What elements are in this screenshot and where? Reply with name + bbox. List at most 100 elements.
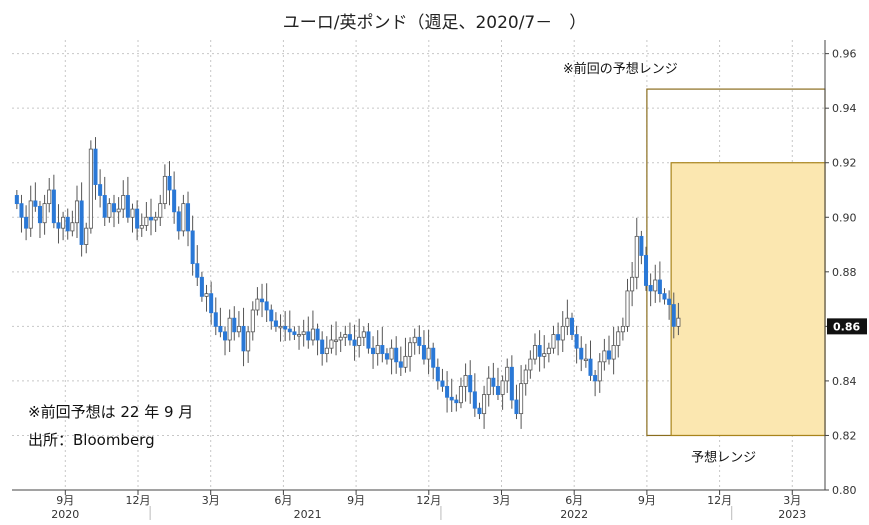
candle-body [426, 347, 431, 360]
candle-body [135, 208, 140, 229]
candle-body [190, 230, 195, 265]
candle-body [162, 175, 167, 205]
candle-body [121, 195, 126, 210]
candle-body [88, 148, 93, 229]
candle-body [260, 298, 265, 303]
candle-body [565, 317, 570, 327]
candle-body [472, 391, 477, 409]
x-tick-label: 3月 [492, 494, 510, 507]
candle-body [579, 347, 584, 360]
candle-body [213, 312, 218, 327]
candle-body [657, 279, 662, 295]
candle-body [463, 375, 468, 387]
year-label: 2020 [51, 508, 79, 521]
candle-body [398, 361, 403, 368]
y-tick-label: 0.96 [832, 48, 857, 61]
candle-body [306, 331, 311, 341]
candle-body [56, 222, 61, 229]
candle-body [292, 331, 297, 335]
candle-body [662, 293, 667, 300]
candle-body [320, 339, 325, 355]
candle-body [51, 189, 56, 224]
candle-body [287, 328, 292, 333]
y-tick-label: 0.82 [832, 429, 857, 442]
candle-body [116, 208, 121, 213]
candle-body [98, 184, 103, 196]
candle-body [176, 211, 181, 232]
candle-body [445, 385, 450, 398]
candle-body [273, 320, 278, 327]
candle-body [431, 347, 436, 368]
candle-body [347, 334, 352, 341]
axes: 0.80 0.82 0.84 0.86 0.88 0.90 0.92 0.94 0.96 9月 12… [12, 40, 867, 521]
candle-body [33, 200, 38, 207]
candle-body [250, 309, 255, 333]
candle-body [616, 331, 621, 346]
candle-body [42, 203, 47, 224]
x-tick-label: 12月 [416, 494, 441, 507]
candle-body [61, 216, 66, 229]
candle-body [643, 255, 649, 286]
candle-body [125, 195, 130, 218]
y-tick-label: 0.94 [832, 102, 857, 115]
candle-body [597, 361, 602, 382]
candle-body [264, 301, 269, 311]
y-tick-label: 0.90 [832, 211, 857, 224]
candle-body [458, 385, 463, 404]
candle-body [19, 203, 24, 218]
candle-body [523, 369, 528, 385]
x-tick-label: 9月 [56, 494, 74, 507]
candle-body [352, 339, 357, 346]
candle-body [412, 336, 417, 344]
y-tick-label: 0.80 [832, 484, 857, 497]
candle-body [671, 304, 676, 327]
candle-body [667, 298, 672, 305]
candle-body [301, 331, 306, 335]
candle-body [588, 358, 593, 376]
candle-body [172, 189, 177, 213]
candle-body [209, 293, 214, 314]
candle-body [500, 380, 505, 395]
candle-body [338, 336, 343, 341]
candle-body [648, 285, 653, 292]
candle-body [560, 325, 565, 341]
candle-body [324, 347, 329, 355]
notes: ※前回予想は 22 年 9 月出所：Bloomberg [28, 403, 193, 449]
candle-body [246, 331, 251, 352]
candle-body [195, 263, 200, 278]
previous-forecast-note: ※前回予想は 22 年 9 月 [28, 403, 193, 421]
year-label: 2021 [294, 508, 322, 521]
candle-body [611, 345, 616, 360]
candle-body [297, 334, 302, 337]
candle-body [583, 358, 588, 361]
candle-body [315, 328, 320, 341]
candle-body [255, 298, 260, 311]
candle-body [509, 366, 514, 401]
candle-body [144, 216, 149, 226]
candle-body [269, 309, 274, 322]
source-note: 出所：Bloomberg [28, 431, 155, 449]
x-tick-label: 9月 [347, 494, 365, 507]
x-tick-label: 3月 [202, 494, 220, 507]
candle-body [232, 317, 237, 333]
candle-body [440, 380, 445, 387]
candle-body [65, 216, 70, 232]
candle-body [93, 148, 98, 185]
candle-body [630, 276, 635, 292]
candle-body [634, 235, 639, 278]
candle-body [384, 353, 389, 360]
candle-body [505, 366, 510, 382]
candle-body [371, 347, 376, 355]
candle-body [84, 227, 89, 245]
chart-title: ユーロ/英ポンド（週足、2020/7－ ） [282, 13, 587, 33]
candle-body [495, 385, 500, 395]
candle-body [542, 353, 547, 357]
candle-body [204, 293, 209, 297]
candle-body [74, 200, 80, 224]
candle-body [556, 334, 561, 341]
candle-body [454, 399, 459, 404]
x-tick-label: 6月 [274, 494, 292, 507]
candle-body [394, 347, 399, 363]
